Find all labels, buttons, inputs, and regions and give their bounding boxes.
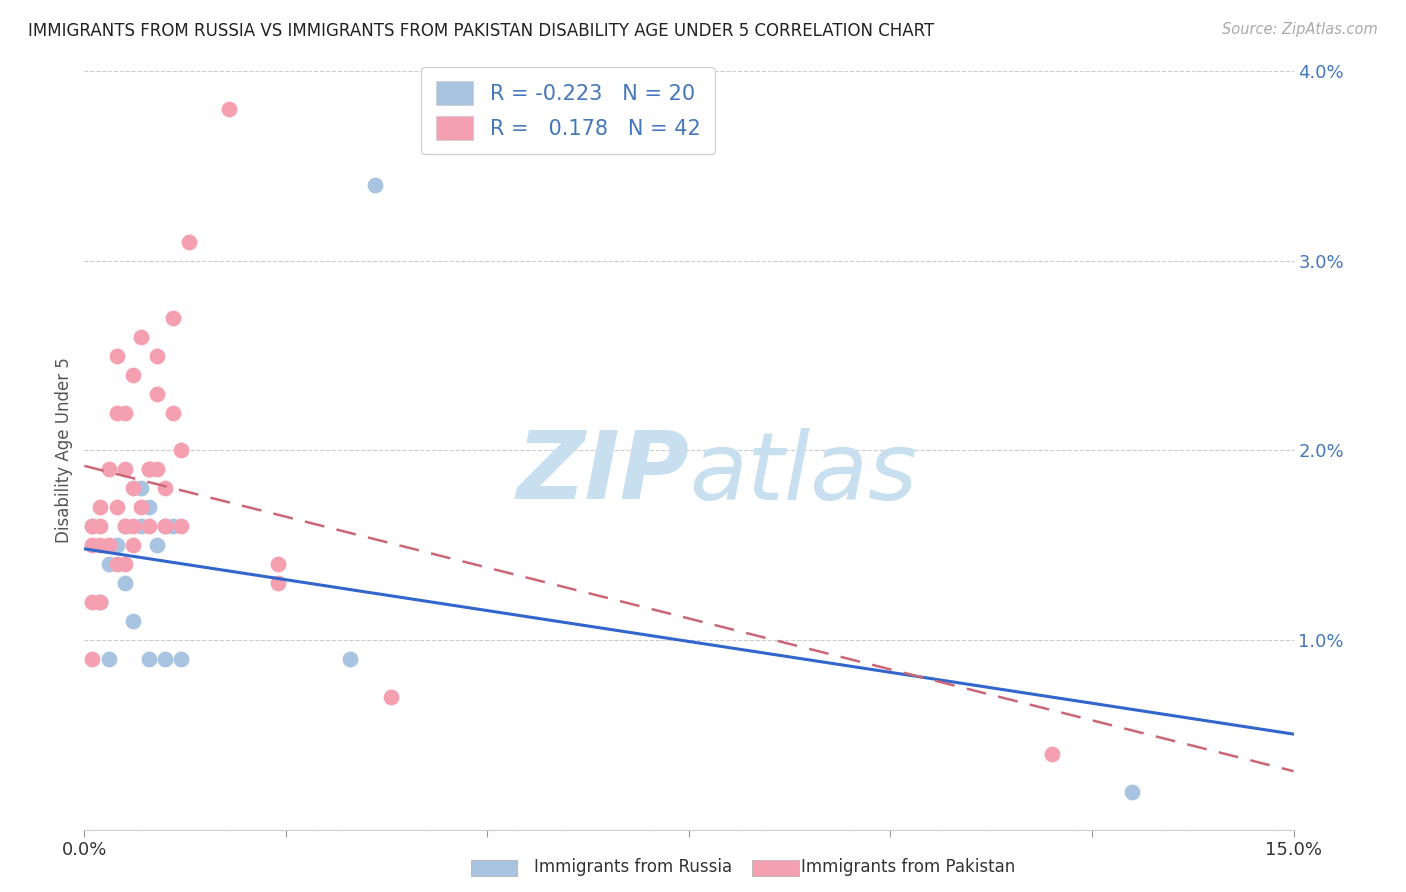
Point [82,519,104,533]
Point [129,500,152,515]
Point [363,178,385,193]
Point [138,500,160,515]
Y-axis label: Disability Age Under 5: Disability Age Under 5 [55,358,73,543]
Point [146,349,169,363]
Point [267,557,290,572]
Point [170,652,193,666]
Point [121,482,143,496]
Point [114,519,136,533]
Point [267,576,290,591]
Point [89,595,111,609]
Point [114,519,136,533]
Point [129,519,152,533]
Point [179,235,201,249]
Point [129,330,152,344]
Point [82,652,104,666]
Point [153,482,176,496]
Point [105,557,128,572]
Point [218,103,240,117]
Point [146,538,169,552]
Text: Immigrants from Russia: Immigrants from Russia [534,858,733,876]
Point [105,538,128,552]
Point [97,462,120,476]
Text: atlas: atlas [689,427,917,519]
Point [105,500,128,515]
Point [121,614,143,628]
Point [121,538,143,552]
Point [89,538,111,552]
Point [170,443,193,458]
Point [105,406,128,420]
Point [1121,785,1143,799]
Point [89,519,111,533]
Point [162,310,184,325]
Point [1040,747,1063,761]
Point [114,406,136,420]
Point [153,519,176,533]
Point [89,595,111,609]
Point [138,519,160,533]
Point [162,406,184,420]
Point [162,519,184,533]
Point [153,652,176,666]
Point [339,652,361,666]
Text: ZIP: ZIP [516,427,689,519]
Point [82,538,104,552]
Point [129,482,152,496]
Point [89,500,111,515]
Point [97,652,120,666]
Legend: R = -0.223   N = 20, R =   0.178   N = 42: R = -0.223 N = 20, R = 0.178 N = 42 [420,67,716,154]
Point [82,595,104,609]
Point [146,462,169,476]
Text: IMMIGRANTS FROM RUSSIA VS IMMIGRANTS FROM PAKISTAN DISABILITY AGE UNDER 5 CORREL: IMMIGRANTS FROM RUSSIA VS IMMIGRANTS FRO… [28,22,935,40]
Point [114,462,136,476]
Point [82,519,104,533]
Point [380,690,402,704]
Point [138,462,160,476]
Point [121,368,143,382]
Point [146,386,169,401]
Point [153,519,176,533]
Point [97,538,120,552]
Point [121,519,143,533]
Text: Source: ZipAtlas.com: Source: ZipAtlas.com [1222,22,1378,37]
Point [170,519,193,533]
Point [97,557,120,572]
Point [138,652,160,666]
Point [138,462,160,476]
Text: Immigrants from Pakistan: Immigrants from Pakistan [801,858,1015,876]
Point [114,557,136,572]
Point [105,349,128,363]
Point [114,576,136,591]
